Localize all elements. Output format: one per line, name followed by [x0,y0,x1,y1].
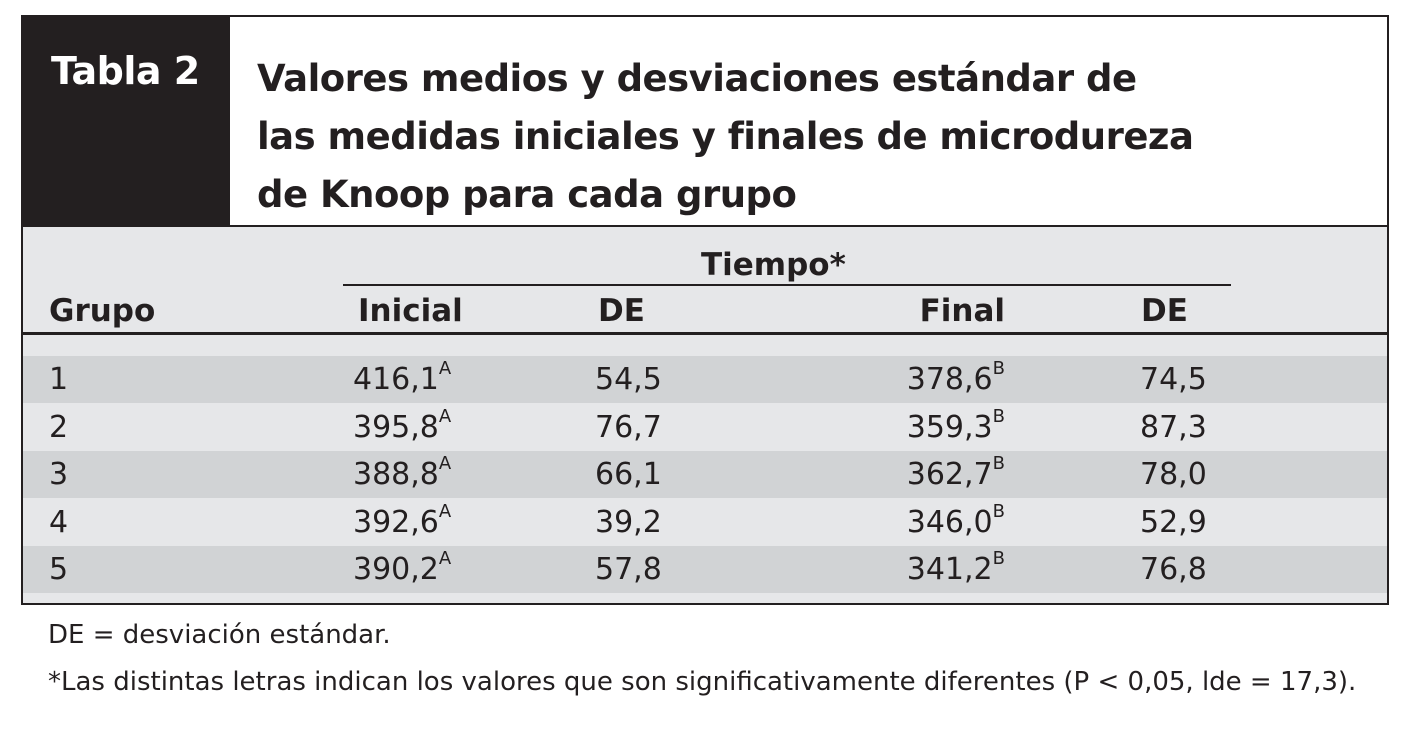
title-line: de Knoop para cada grupo [257,173,797,216]
cell-inicial: 390,2A [353,548,452,587]
cell-inicial: 395,8A [353,405,452,445]
cell-final: 378,6B [906,358,1005,397]
cell-de-final: 87,3 [1140,409,1207,445]
col-header-final: Final [919,293,1005,329]
cell-inicial: 416,1A [353,358,452,397]
cell-grupo: 4 [49,504,69,540]
cell-grupo: 5 [49,552,69,587]
col-header-de: DE [598,293,645,329]
cell-de-final: 74,5 [1140,362,1207,397]
table-title: Valores medios y desviaciones estándar d… [257,50,1357,224]
cell-final: 362,7B [906,453,1005,492]
cell-de-final: 52,9 [1140,504,1207,540]
cell-de-inicial: 57,8 [595,552,662,587]
table-row: 4 392,6A 39,2 346,0B 52,9 [23,499,1387,546]
cell-de-inicial: 54,5 [595,362,662,397]
table-frame: Tabla 2 Valores medios y desviaciones es… [21,15,1389,605]
title-line: Valores medios y desviaciones estándar d… [257,57,1137,100]
table-body: 1 416,1A 54,5 378,6B 74,5 2 395,8A 76,7 3… [23,335,1387,603]
table-row: 5 390,2A 57,8 341,2B 76,8 [23,546,1387,593]
table-label: Tabla 2 [23,17,230,225]
cell-inicial: 392,6A [353,500,452,540]
cell-de-inicial: 66,1 [595,457,662,492]
table-header: Tiempo* Grupo Inicial DE Final DE [23,225,1387,335]
cell-inicial: 388,8A [353,453,452,492]
col-header-grupo: Grupo [49,293,156,329]
cell-grupo: 2 [49,409,69,445]
table-row: 3 388,8A 66,1 362,7B 78,0 [23,451,1387,498]
cell-grupo: 1 [49,362,69,397]
col-header-inicial: Inicial [358,293,463,329]
cell-grupo: 3 [49,457,69,492]
col-header-de: DE [1141,293,1188,329]
cell-de-final: 78,0 [1140,457,1207,492]
cell-final: 346,0B [906,500,1005,540]
cell-de-inicial: 39,2 [595,504,662,540]
cell-de-inicial: 76,7 [595,409,662,445]
table-row: 1 416,1A 54,5 378,6B 74,5 [23,356,1387,403]
cell-final: 359,3B [906,405,1005,445]
footnote: *Las distintas letras indican los valore… [48,667,1357,697]
table-row: 2 395,8A 76,7 359,3B 87,3 [23,404,1387,451]
cell-de-final: 76,8 [1140,552,1207,587]
cell-final: 341,2B [906,548,1005,587]
group-header: Tiempo* [701,247,846,283]
title-line: las medidas iniciales y finales de micro… [257,115,1194,158]
footnote: DE = desviación estándar. [48,620,391,650]
group-header-rule [343,284,1231,286]
